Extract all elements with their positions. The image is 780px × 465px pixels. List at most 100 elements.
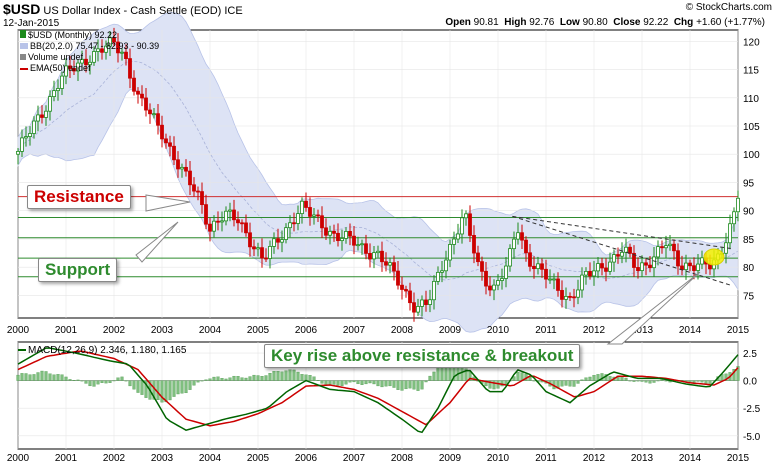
candle-body (332, 230, 336, 234)
resistance-annotation: Resistance (27, 185, 131, 209)
candle-body (72, 68, 76, 72)
macd-histogram-bar (700, 380, 704, 383)
macd-x-tick: 2014 (679, 453, 702, 464)
price-x-tick: 2000 (7, 325, 30, 336)
macd-histogram-bar (312, 376, 316, 381)
exchange: ICE (224, 5, 243, 17)
candle-body (232, 209, 236, 221)
macd-histogram-bar (436, 367, 440, 381)
candle-body (168, 142, 172, 147)
macd-histogram-bar (52, 374, 56, 381)
instrument-name: US Dollar Index - Cash Settle (EOD) (43, 5, 222, 17)
macd-histogram-bar (40, 370, 44, 381)
candle-body (172, 145, 176, 161)
support-pointer (135, 221, 179, 263)
macd-histogram-bar (632, 380, 636, 382)
candle-body (400, 284, 404, 290)
candle-body (208, 223, 212, 232)
candle-body (616, 254, 620, 257)
macd-histogram-bar (200, 380, 204, 382)
macd-legend: MACD(12,26,9) 2.346, 1.180, 1.165 (18, 345, 186, 356)
macd-histogram-bar (640, 380, 644, 382)
candle-body (596, 263, 600, 272)
macd-histogram-bar (180, 380, 184, 394)
candle-body (692, 265, 696, 271)
candle-body (628, 246, 632, 254)
candle-body (36, 114, 40, 122)
candle-body (724, 242, 728, 254)
macd-histogram-bar (492, 380, 496, 390)
macd-histogram-bar (316, 380, 320, 381)
legend-ema-text: EMA(50) undef (30, 63, 91, 73)
macd-histogram-bar (260, 376, 264, 381)
price-x-tick: 2006 (295, 325, 318, 336)
candle-body (88, 61, 92, 66)
macd-histogram-bar (112, 380, 116, 382)
candle-body (204, 204, 208, 225)
candle-body (424, 299, 428, 305)
candle-body (668, 243, 672, 247)
macd-y-tick: 0.0 (743, 377, 757, 388)
macd-histogram-bar (300, 374, 304, 381)
candle-body (316, 214, 320, 217)
candle-body (456, 233, 460, 240)
candle-body (552, 278, 556, 281)
candle-body (428, 299, 432, 305)
macd-x-tick: 2012 (583, 453, 606, 464)
high-value: 92.76 (529, 17, 555, 28)
candle-body (200, 191, 204, 206)
macd-histogram-bar (464, 368, 468, 381)
candle-body (736, 197, 740, 213)
candle-body (76, 62, 80, 72)
candle-body (28, 133, 32, 137)
candle-body (132, 77, 136, 92)
price-y-tick: 80 (743, 263, 755, 274)
legend-price: $USD (Monthly) 92.22 (20, 30, 159, 41)
candle-body (508, 248, 512, 267)
macd-x-tick: 2005 (247, 453, 270, 464)
candle-body (660, 246, 664, 249)
candle-body (340, 238, 344, 242)
candle-body (700, 257, 704, 265)
support-annotation: Support (38, 258, 118, 282)
legend-ema: EMA(50) undef (20, 63, 159, 74)
resistance-pointer (145, 194, 191, 212)
candle-body (576, 289, 580, 298)
macd-histogram-bar (484, 380, 488, 387)
candle-body (104, 45, 108, 53)
chart-header: $USD US Dollar Index - Cash Settle (EOD)… (3, 1, 243, 17)
macd-histogram-bar (568, 380, 572, 387)
price-x-tick: 2005 (247, 325, 270, 336)
candle-body (324, 227, 328, 236)
candle-body (376, 250, 380, 254)
candle-body (160, 124, 164, 140)
candle-body (372, 252, 376, 260)
open-label: Open (445, 17, 471, 28)
high-label: High (504, 17, 527, 28)
candle-body (184, 166, 188, 172)
candle-body (176, 159, 180, 170)
price-x-tick: 2002 (103, 325, 126, 336)
macd-x-tick: 2007 (343, 453, 366, 464)
candle-body (464, 213, 468, 219)
candle-body (276, 238, 280, 243)
chg-label: Chg (673, 17, 694, 28)
candle-body (408, 290, 412, 304)
watermark: © StockCharts.com (685, 2, 772, 13)
macd-histogram-bar (220, 378, 224, 381)
macd-histogram-bar (628, 380, 632, 382)
macd-histogram-bar (512, 376, 516, 381)
trendline (512, 215, 731, 286)
candle-body (468, 213, 472, 236)
macd-histogram-bar (488, 380, 492, 389)
open-value: 90.81 (473, 17, 499, 28)
candle-body (448, 244, 452, 261)
legend-bb-text: BB(20,2.0) 75.47 - 82.93 - 90.39 (30, 41, 160, 51)
macd-histogram-bar (88, 380, 92, 387)
macd-histogram-bar (28, 374, 32, 381)
candle-body (440, 270, 444, 273)
candle-body (272, 238, 276, 247)
candle-body (436, 271, 440, 282)
price-y-tick: 120 (743, 37, 760, 48)
date-label: 12-Jan-2015 (3, 18, 60, 29)
